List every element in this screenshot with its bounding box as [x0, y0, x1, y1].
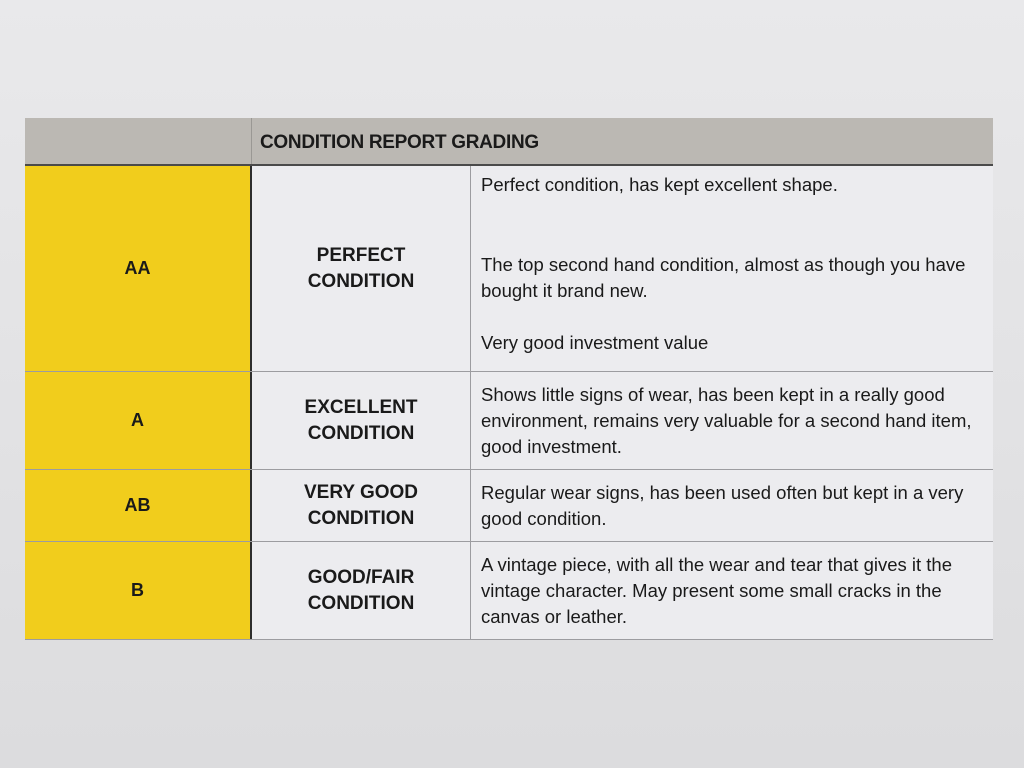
grade-cell: A	[25, 372, 252, 469]
description-cell: A vintage piece, with all the wear and t…	[471, 542, 993, 639]
description-text: Perfect condition, has kept excellent sh…	[481, 174, 838, 195]
grade-cell: B	[25, 542, 252, 639]
grade-cell: AA	[25, 166, 252, 371]
table-title: CONDITION REPORT GRADING	[260, 132, 539, 153]
table-row: AA PERFECT CONDITION Perfect condition, …	[25, 166, 993, 372]
condition-label: VERY GOOD CONDITION	[303, 481, 419, 529]
description-text: Shows little signs of wear, has been kep…	[481, 383, 972, 457]
description-text: Very good investment value	[481, 332, 709, 353]
table-row: A EXCELLENT CONDITION Shows little signs…	[25, 372, 993, 470]
description-cell: Perfect condition, has kept excellent sh…	[471, 166, 993, 371]
table-row: AB VERY GOOD CONDITION Regular wear sign…	[25, 470, 993, 542]
condition-label: GOOD/FAIR CONDITION	[307, 566, 415, 614]
description-cell: Shows little signs of wear, has been kep…	[471, 372, 993, 469]
condition-cell: PERFECT CONDITION	[252, 166, 471, 371]
description-text: Regular wear signs, has been used often …	[481, 481, 964, 529]
table-row: B GOOD/FAIR CONDITION A vintage piece, w…	[25, 542, 993, 640]
condition-label: EXCELLENT CONDITION	[304, 396, 418, 444]
condition-cell: VERY GOOD CONDITION	[252, 470, 471, 541]
description-cell: Regular wear signs, has been used often …	[471, 470, 993, 541]
condition-cell: GOOD/FAIR CONDITION	[252, 542, 471, 639]
description-text: A vintage piece, with all the wear and t…	[481, 553, 953, 627]
condition-cell: EXCELLENT CONDITION	[252, 372, 471, 469]
header-divider	[251, 118, 252, 164]
condition-grading-table: CONDITION REPORT GRADING AA PERFECT COND…	[25, 118, 993, 640]
description-text: The top second hand condition, almost as…	[481, 254, 966, 301]
condition-label: PERFECT CONDITION	[307, 244, 415, 292]
table-header: CONDITION REPORT GRADING	[25, 118, 993, 166]
grade-cell: AB	[25, 470, 252, 541]
